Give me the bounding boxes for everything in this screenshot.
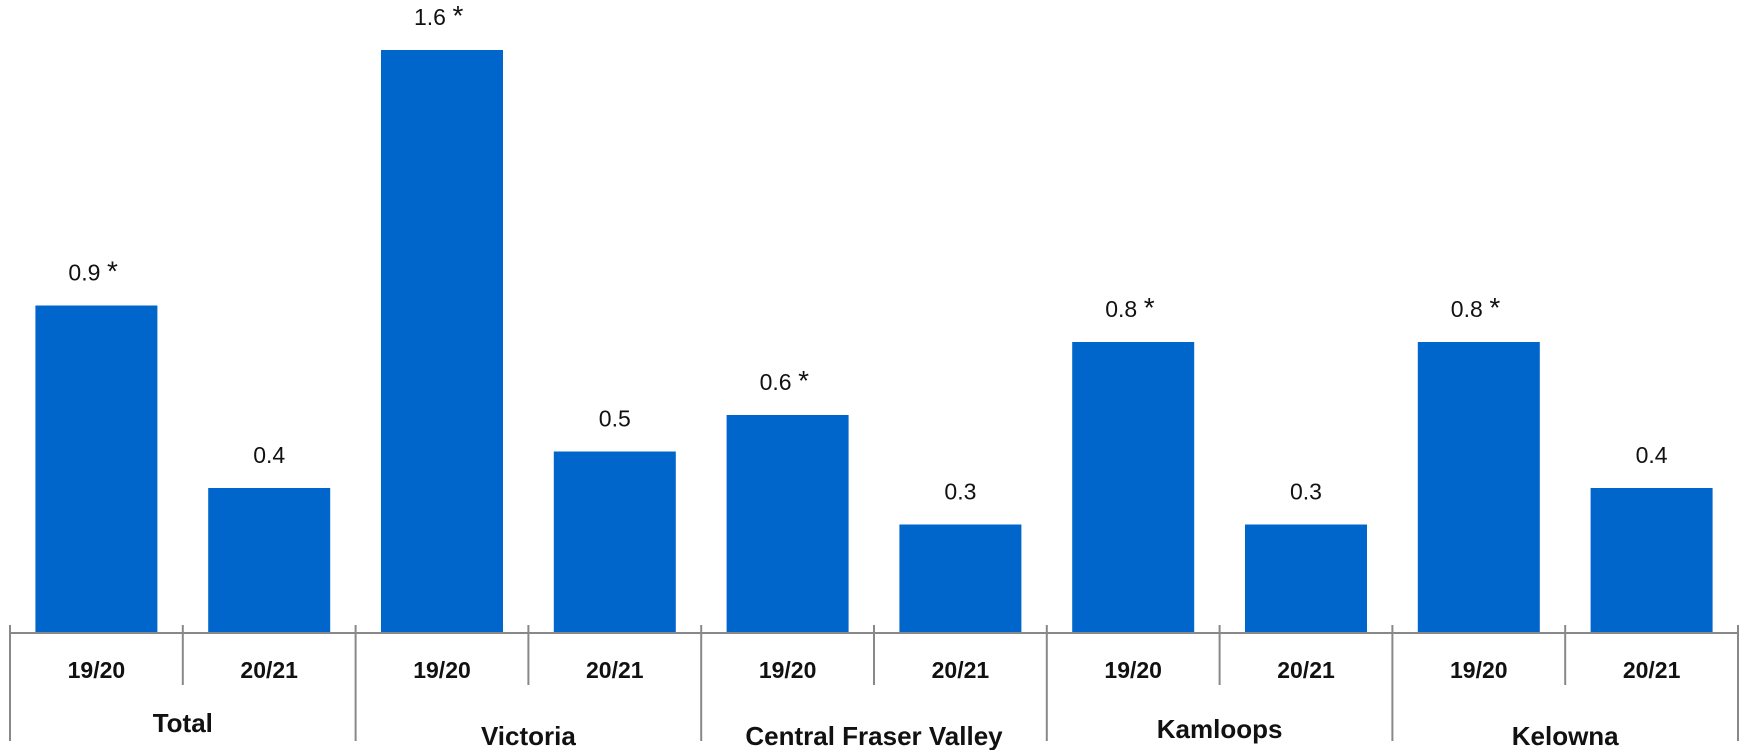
significance-marker: * bbox=[1144, 292, 1155, 323]
bar-total-20-21 bbox=[206, 486, 333, 634]
data-label: 0.6 bbox=[760, 369, 792, 395]
data-label: 0.5 bbox=[599, 406, 631, 432]
group-label: Kelowna bbox=[1512, 721, 1619, 750]
bar-central-fraser-valley-20-21 bbox=[897, 522, 1024, 634]
significance-marker: * bbox=[1489, 292, 1500, 323]
data-label: 0.9 bbox=[68, 260, 100, 286]
data-label: 1.6 bbox=[414, 4, 446, 30]
tick-label: 19/20 bbox=[1450, 657, 1508, 683]
data-label: 0.4 bbox=[253, 442, 285, 468]
tick-label: 20/21 bbox=[240, 657, 298, 683]
bar-victoria-20-21 bbox=[551, 449, 678, 634]
group-label: Total bbox=[153, 708, 213, 738]
tick-label: 19/20 bbox=[68, 657, 126, 683]
tick-label: 20/21 bbox=[932, 657, 990, 683]
data-label: 0.8 bbox=[1105, 296, 1137, 322]
tick-label: 19/20 bbox=[413, 657, 471, 683]
tick-label: 20/21 bbox=[1623, 657, 1681, 683]
bars-layer bbox=[33, 48, 1715, 634]
data-label: 0.3 bbox=[1290, 479, 1322, 505]
tick-label: 19/20 bbox=[759, 657, 817, 683]
group-label: Kamloops bbox=[1157, 714, 1283, 744]
data-label: 0.8 bbox=[1451, 296, 1483, 322]
category-axis: 19/20 20/21 Total 19/20 20/21 Victoria 19/20 20… bbox=[9, 625, 1739, 750]
tick-label: 19/20 bbox=[1104, 657, 1162, 683]
bar-kelowna-19-20 bbox=[1415, 340, 1542, 634]
significance-marker: * bbox=[453, 0, 464, 31]
bar-kelowna-20-21 bbox=[1588, 486, 1715, 634]
significance-marker: * bbox=[798, 365, 809, 396]
bar-total-19-20 bbox=[33, 303, 160, 634]
group-label: Central Fraser Valley bbox=[745, 721, 1003, 750]
significance-marker: * bbox=[107, 256, 118, 287]
bar-central-fraser-valley-19-20 bbox=[724, 413, 851, 634]
value-labels-layer: 0.9 *0.41.6 *0.50.6 *0.30.8 *0.30.8 *0.4 bbox=[68, 0, 1667, 505]
tick-label: 20/21 bbox=[586, 657, 644, 683]
group-label: Victoria bbox=[481, 721, 576, 750]
data-label: 0.3 bbox=[944, 479, 976, 505]
data-label: 0.4 bbox=[1636, 442, 1668, 468]
bar-victoria-19-20 bbox=[379, 48, 505, 634]
bar-kamloops-19-20 bbox=[1070, 340, 1197, 634]
bar-kamloops-20-21 bbox=[1243, 522, 1369, 634]
tick-label: 20/21 bbox=[1277, 657, 1335, 683]
